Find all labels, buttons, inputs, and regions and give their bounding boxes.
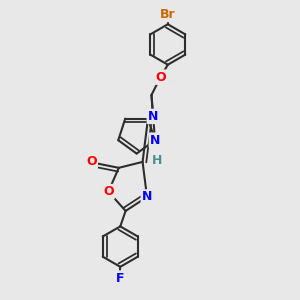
Text: O: O: [155, 71, 166, 84]
Text: O: O: [86, 155, 97, 168]
Text: N: N: [150, 134, 160, 147]
Text: N: N: [142, 190, 152, 203]
Text: H: H: [152, 154, 162, 167]
Text: Br: Br: [160, 8, 176, 21]
Text: O: O: [103, 185, 114, 198]
Text: F: F: [116, 272, 124, 285]
Text: N: N: [148, 110, 158, 123]
